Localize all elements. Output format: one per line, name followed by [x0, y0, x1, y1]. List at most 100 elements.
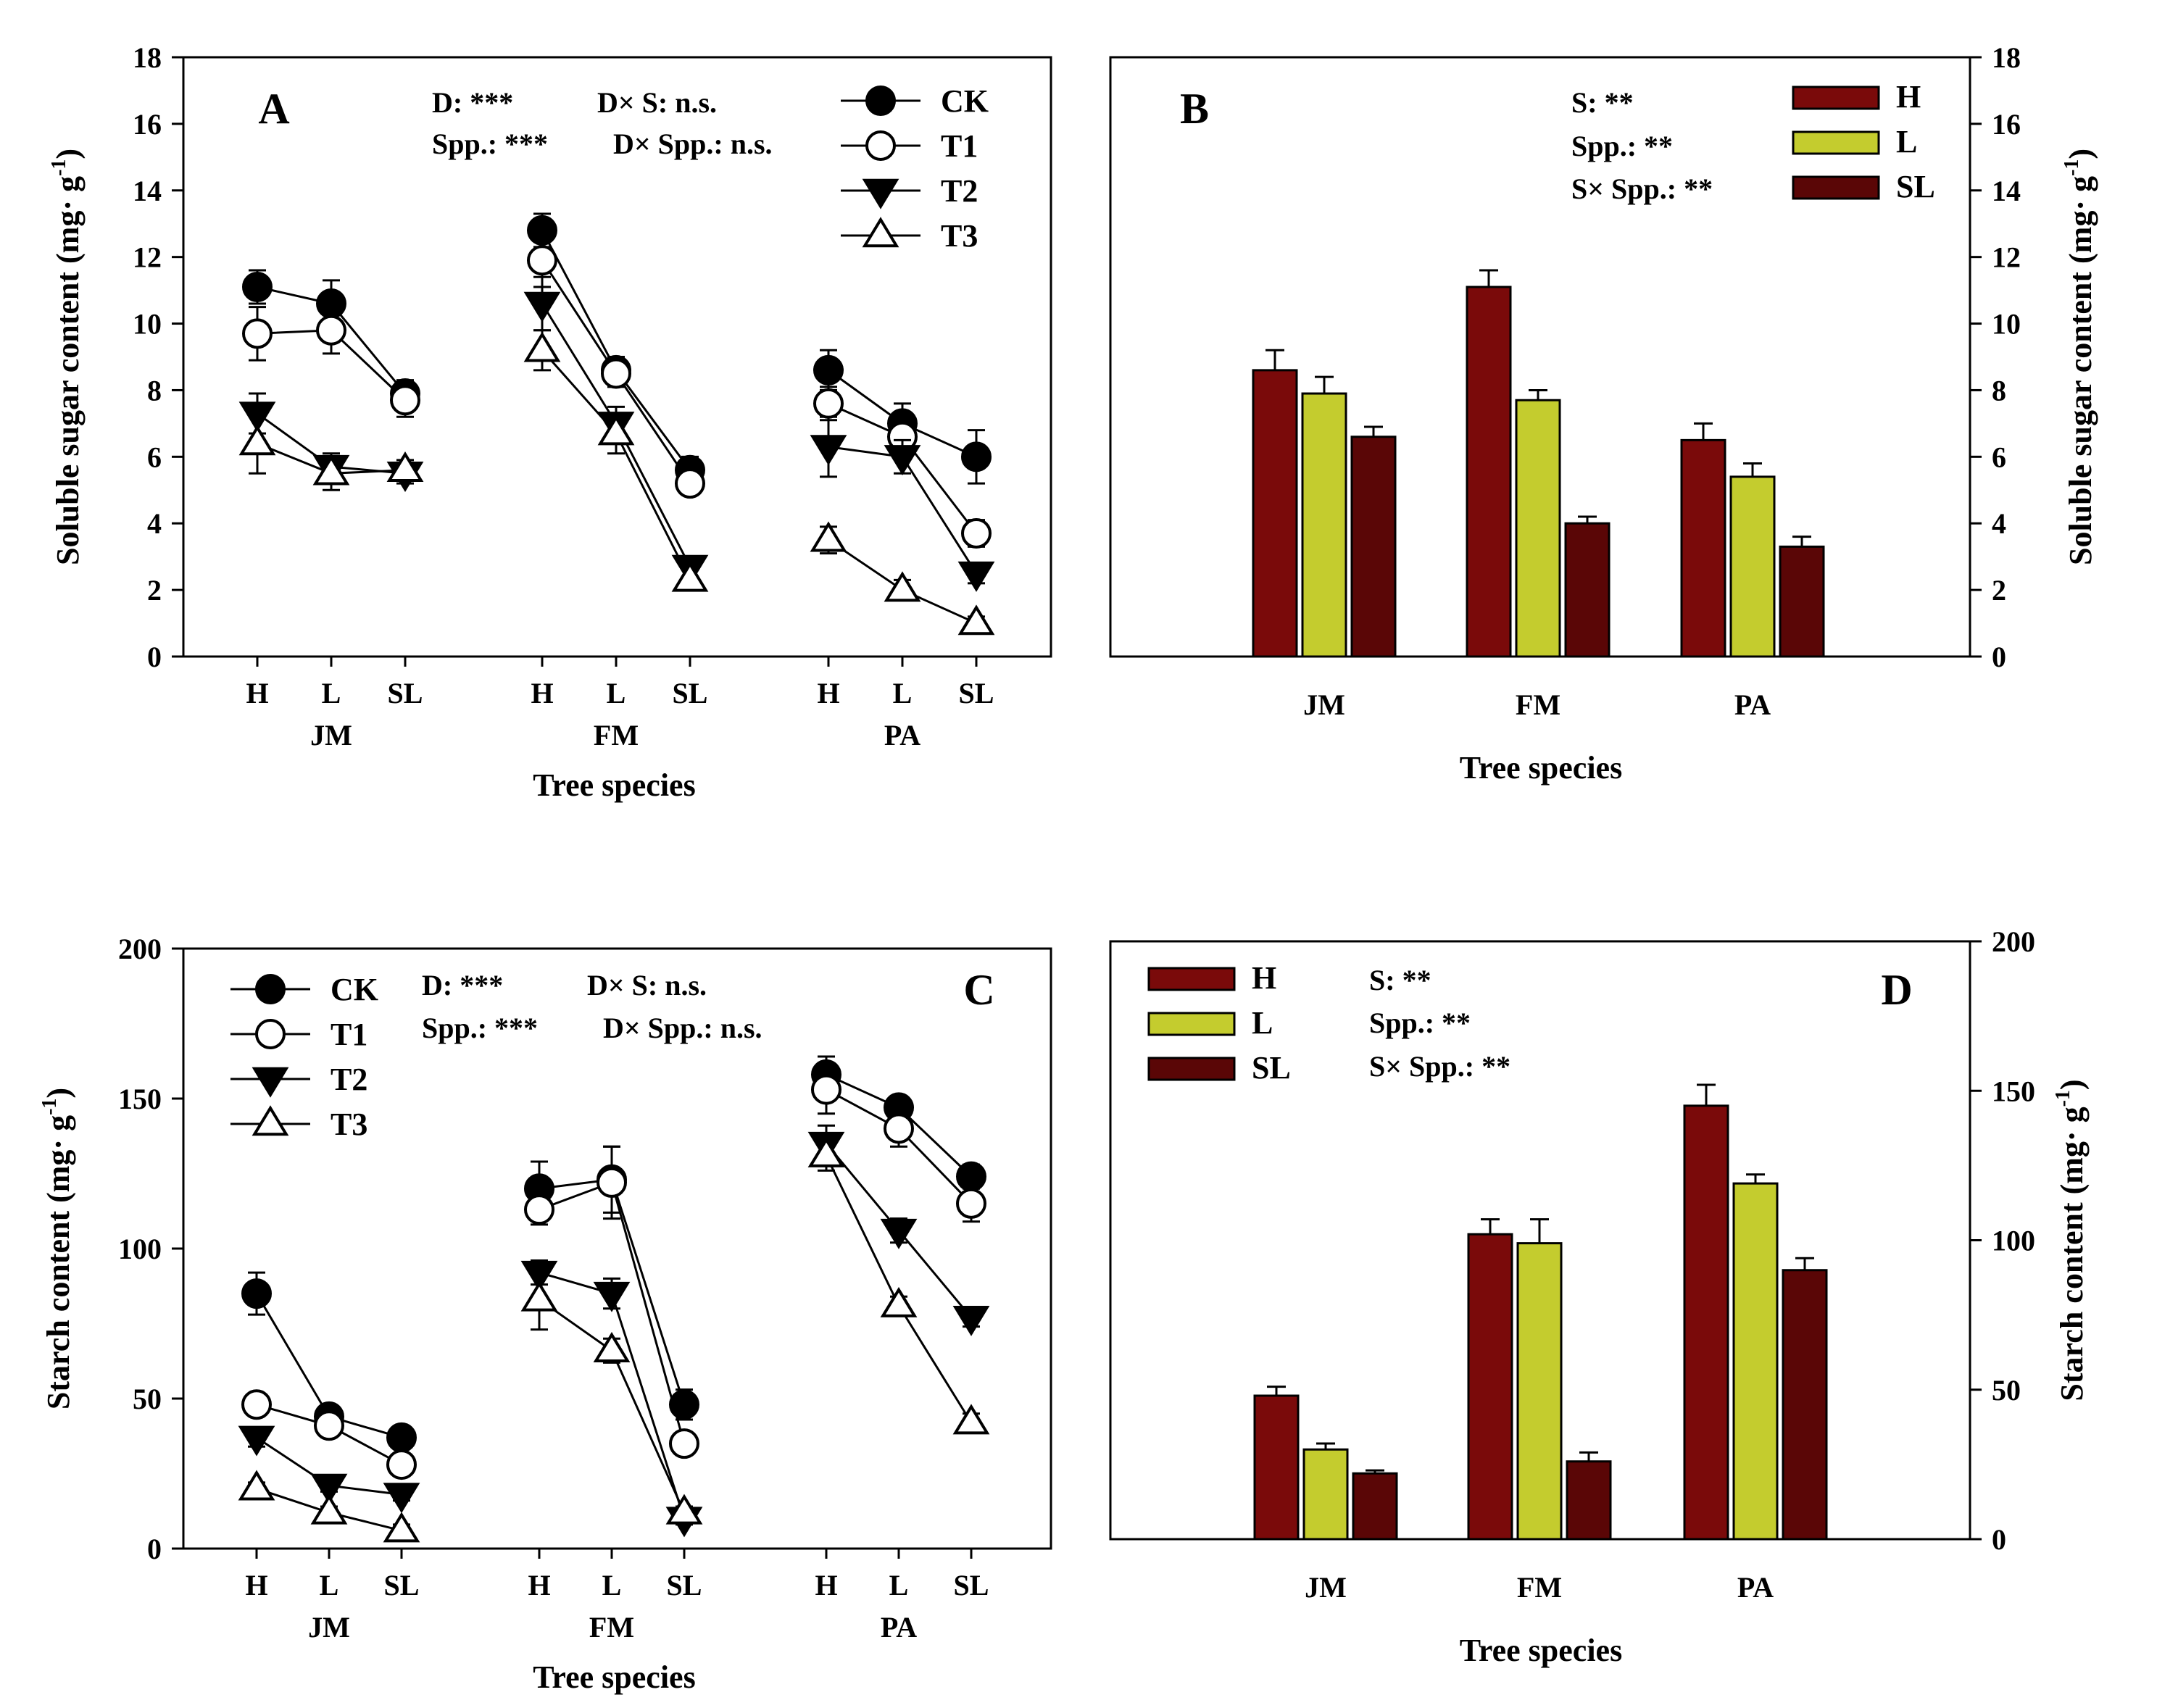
group-label: FM	[594, 719, 639, 751]
y-axis-c-tick-label: 150	[118, 1083, 162, 1115]
bar-l	[1729, 475, 1776, 658]
panel-a: 0 2 4 6 8 10 12 14 16 18 Soluble sugar content (mg…	[48, 41, 1052, 803]
y-axis-d-tick-label: 50	[1992, 1374, 2021, 1407]
data-point	[813, 388, 844, 419]
data-point	[383, 1483, 420, 1514]
data-point	[314, 1410, 344, 1441]
x-tick-label: H	[531, 677, 553, 709]
bar-h	[1253, 1394, 1300, 1541]
series-t1	[242, 233, 992, 549]
legend-label: L	[1252, 1005, 1273, 1041]
bar-l	[1302, 1448, 1349, 1541]
data-point	[884, 571, 921, 602]
x-tick-label: L	[320, 1569, 339, 1601]
data-point	[810, 435, 847, 466]
y-axis-title-d: Starch content (mg· g-1)	[2052, 1079, 2090, 1401]
stat-annotation: S× Spp.: **	[1571, 172, 1713, 205]
legend-marker	[252, 1067, 289, 1098]
data-point	[312, 454, 350, 486]
x-tick-label: L	[602, 1569, 622, 1601]
y-axis-d-tick-label: 200	[1992, 925, 2035, 958]
data-point	[238, 1425, 275, 1457]
x-tick-label: H	[815, 1569, 837, 1601]
data-point	[386, 1449, 417, 1480]
x-tick-label: H	[245, 1569, 267, 1601]
data-point	[671, 561, 709, 592]
legend-marker	[865, 130, 896, 161]
legend-marker	[865, 86, 896, 116]
y-axis-title-c-sup: -1	[38, 1099, 61, 1115]
data-point	[310, 1473, 348, 1504]
y-axis-c-tick-label: 100	[118, 1233, 162, 1265]
legend-swatch	[1792, 86, 1880, 110]
group-label: JM	[308, 1611, 350, 1644]
series-line	[539, 1180, 686, 1444]
x-tick-label: SL	[954, 1569, 989, 1601]
stat-annotation: D× S: n.s.	[587, 969, 707, 1001]
data-point	[880, 1286, 918, 1317]
data-point	[884, 445, 921, 476]
data-point	[597, 414, 635, 446]
x-axis-title: Tree species	[533, 1659, 695, 1695]
legend-label: T3	[941, 218, 978, 254]
x-axis-title: Tree species	[1460, 750, 1622, 786]
data-point	[807, 1136, 845, 1167]
series-t3	[238, 329, 995, 636]
x-tick-label: FM	[1516, 688, 1560, 721]
y-axis-title-b-end: )	[2063, 149, 2098, 159]
data-point	[386, 1422, 417, 1453]
data-point	[524, 1194, 554, 1225]
y-axis-title-a-text: Soluble sugar content (mg· g	[50, 176, 86, 565]
bar-l	[1516, 1242, 1563, 1541]
y-axis-a-tick-label: 16	[133, 108, 162, 141]
y-axis-d-tick-label: 150	[1992, 1075, 2035, 1107]
x-tick-label: L	[893, 677, 913, 709]
stat-annotation: Spp.: ***	[432, 128, 548, 160]
data-point	[880, 1218, 918, 1249]
y-axis-b-tick-label: 18	[1992, 41, 2021, 74]
data-point	[813, 354, 844, 386]
y-axis-title-a-end: )	[50, 149, 86, 159]
panel-label: A	[258, 85, 289, 133]
data-point	[601, 358, 631, 389]
x-tick-label: L	[322, 677, 341, 709]
data-point	[527, 245, 557, 276]
x-tick-label: L	[889, 1569, 909, 1601]
stat-annotation: D: ***	[422, 969, 503, 1001]
y-axis-b-tick-label: 6	[1992, 441, 2006, 473]
stat-annotation: Spp.: **	[1571, 130, 1673, 162]
x-tick-label: H	[528, 1569, 550, 1601]
bar-sl	[1779, 545, 1825, 658]
y-axis-c-tick-label: 200	[118, 933, 162, 965]
group-label: PA	[881, 1611, 917, 1644]
data-point	[310, 1494, 348, 1525]
legend-label: SL	[1896, 169, 1935, 204]
data-point	[242, 272, 273, 303]
bar-h	[1252, 369, 1298, 658]
y-axis-a-tick-label: 10	[133, 308, 162, 341]
legend-swatch	[1147, 967, 1236, 991]
x-tick-label: PA	[1734, 688, 1771, 721]
bar-sl	[1782, 1269, 1828, 1541]
legend-label: T1	[331, 1017, 367, 1052]
series-t1	[241, 1064, 986, 1480]
legend-swatch	[1792, 175, 1880, 200]
data-point	[810, 521, 847, 552]
data-point	[675, 468, 705, 499]
y-axis-b-tick-label: 0	[1992, 641, 2006, 673]
bar-h	[1467, 1233, 1513, 1541]
data-point	[884, 1113, 914, 1144]
y-axis-c-tick-label: 50	[133, 1383, 162, 1415]
data-point	[593, 1332, 631, 1363]
y-axis-b-tick-label: 16	[1992, 108, 2021, 141]
legend-label: T3	[331, 1107, 367, 1142]
x-tick-label: PA	[1737, 1571, 1774, 1604]
legend-label: CK	[941, 83, 989, 119]
x-tick-label: SL	[959, 677, 994, 709]
legend-label: T2	[941, 173, 978, 209]
data-point	[238, 425, 276, 456]
legend-marker	[862, 217, 899, 248]
legend-label: H	[1896, 79, 1921, 114]
stat-annotation: S: **	[1369, 964, 1431, 996]
